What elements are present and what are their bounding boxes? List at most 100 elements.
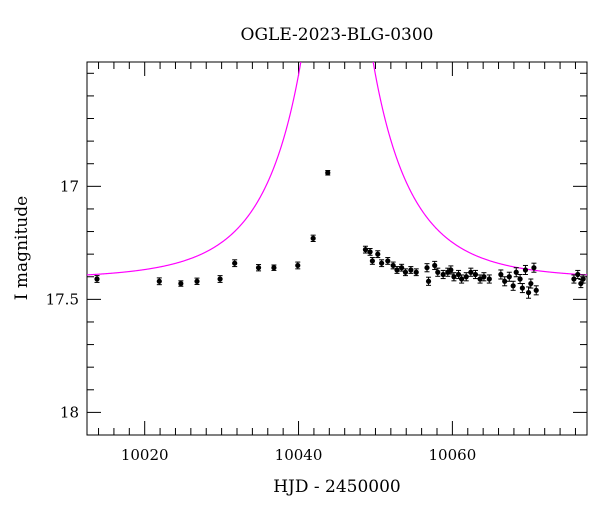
y-tick-label: 17.5 <box>46 290 79 308</box>
data-point <box>506 271 512 282</box>
data-point <box>519 283 525 294</box>
data-point <box>385 257 391 265</box>
data-point <box>486 274 492 284</box>
data-marker <box>502 278 508 284</box>
y-tick-label: 17 <box>60 177 79 195</box>
data-marker <box>522 267 529 273</box>
data-point <box>408 266 414 274</box>
data-point <box>459 274 465 284</box>
data-marker <box>468 269 474 275</box>
axis-tick-labels: 10020 10040 10060 17 17.5 18 <box>46 177 477 464</box>
data-point <box>369 257 375 265</box>
data-marker <box>413 269 419 275</box>
data-marker <box>379 260 385 266</box>
data-marker <box>217 276 223 282</box>
data-marker <box>408 267 414 273</box>
data-marker <box>513 269 519 275</box>
data-marker <box>455 271 462 278</box>
data-point <box>522 264 529 275</box>
data-point <box>571 274 577 284</box>
data-point <box>194 277 200 285</box>
data-marker <box>440 271 446 278</box>
data-point <box>390 261 396 270</box>
data-marker <box>519 285 525 291</box>
data-point <box>255 264 262 272</box>
data-point <box>362 245 369 254</box>
data-marker <box>533 287 539 293</box>
chart-title: OGLE-2023-BLG-0300 <box>241 25 434 45</box>
data-marker <box>362 247 369 253</box>
data-marker <box>517 276 523 282</box>
data-point <box>498 269 504 280</box>
x-axis-label: HJD - 2450000 <box>273 477 401 497</box>
data-marker <box>271 265 277 271</box>
data-marker <box>402 269 409 275</box>
data-marker <box>390 262 396 269</box>
x-tick-label: 10020 <box>121 446 169 464</box>
plot-frame <box>86 61 588 436</box>
data-point <box>510 280 516 291</box>
data-marker <box>463 274 469 280</box>
data-point <box>440 269 446 280</box>
data-marker <box>571 276 577 282</box>
data-point <box>424 263 430 273</box>
data-marker <box>399 265 405 271</box>
data-point <box>310 234 316 242</box>
data-point <box>156 277 162 286</box>
data-point <box>451 272 457 282</box>
data-point <box>232 259 238 268</box>
data-point <box>94 275 100 283</box>
data-marker <box>448 267 454 273</box>
data-marker <box>310 235 316 241</box>
data-marker <box>375 251 381 257</box>
data-marker <box>481 274 487 280</box>
data-point <box>517 273 523 285</box>
data-marker <box>194 278 200 284</box>
data-marker <box>232 260 238 266</box>
data-marker <box>325 170 331 176</box>
data-point <box>271 264 277 271</box>
data-point <box>295 261 301 270</box>
data-marker <box>385 258 391 264</box>
data-marker <box>506 274 512 280</box>
data-marker <box>156 278 162 284</box>
data-point <box>481 272 487 282</box>
data-marker <box>528 280 534 287</box>
data-marker <box>477 276 483 282</box>
data-point <box>425 276 432 286</box>
data-point <box>367 248 373 256</box>
data-point <box>217 275 223 283</box>
data-point <box>448 265 454 275</box>
data-marker <box>472 271 479 278</box>
data-marker <box>580 276 586 282</box>
data-marker <box>486 276 492 282</box>
data-marker <box>369 258 375 264</box>
y-axis-label: I magnitude <box>12 196 32 300</box>
data-point <box>525 286 532 299</box>
data-point <box>477 274 483 284</box>
data-marker <box>432 262 438 269</box>
model-curve <box>87 62 587 276</box>
data-point <box>435 267 441 277</box>
data-point <box>399 263 405 272</box>
data-marker <box>498 271 504 278</box>
data-marker <box>451 274 457 280</box>
data-marker <box>94 276 100 282</box>
data-point <box>472 269 479 280</box>
data-point <box>528 278 534 289</box>
data-point <box>502 276 508 287</box>
plot-area <box>87 62 587 299</box>
data-point <box>533 285 539 296</box>
data-point <box>325 170 331 176</box>
data-marker <box>435 269 441 275</box>
data-marker <box>459 276 465 282</box>
y-tick-label: 18 <box>60 403 79 421</box>
data-marker <box>525 289 532 296</box>
data-point <box>402 268 409 277</box>
data-marker <box>295 262 301 269</box>
data-point <box>575 269 581 280</box>
data-point <box>379 259 385 268</box>
data-point <box>394 266 400 274</box>
data-point <box>580 274 586 284</box>
x-tick-label: 10040 <box>275 446 323 464</box>
